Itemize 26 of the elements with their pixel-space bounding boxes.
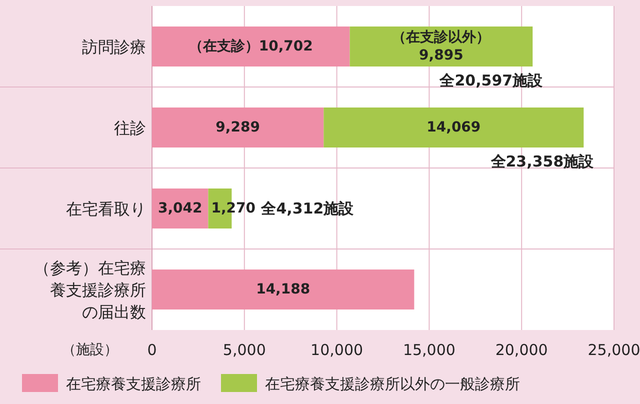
x-tick-label: 25,000	[588, 341, 640, 359]
data-label: （在支診以外） 9,895	[392, 28, 490, 64]
bar	[152, 270, 414, 310]
bar	[152, 26, 350, 66]
x-tick-label: 5,000	[222, 341, 266, 359]
data-label: 14,069	[426, 120, 481, 136]
data-label: （在支診）10,702	[188, 38, 313, 54]
total-label: 全20,597施設	[438, 72, 544, 90]
legend-label: 在宅療養支援診療所以外の一般診療所	[265, 375, 520, 393]
total-label: 全4,312施設	[260, 200, 355, 218]
x-axis-title: （施設）	[62, 342, 118, 358]
data-label: 3,042	[158, 200, 202, 216]
data-label: 9,289	[216, 120, 260, 136]
data-label: 14,188	[256, 282, 310, 298]
y-tick-label: 訪問診療	[82, 37, 146, 56]
total-label: 全23,358施設	[490, 152, 595, 170]
x-tick-label: 15,000	[402, 341, 456, 359]
bar	[152, 108, 324, 148]
y-tick-label: 往診	[114, 118, 146, 137]
legend-label: 在宅療養支援診療所	[66, 375, 201, 393]
y-tick-label: 在宅看取り	[66, 199, 146, 218]
bar	[324, 108, 584, 148]
y-tick-label: （参考）在宅療養支援診療所の届出数	[34, 258, 146, 321]
x-tick-label: 0	[147, 341, 157, 359]
x-tick-label: 20,000	[495, 341, 548, 359]
x-tick-label: 10,000	[310, 341, 364, 359]
